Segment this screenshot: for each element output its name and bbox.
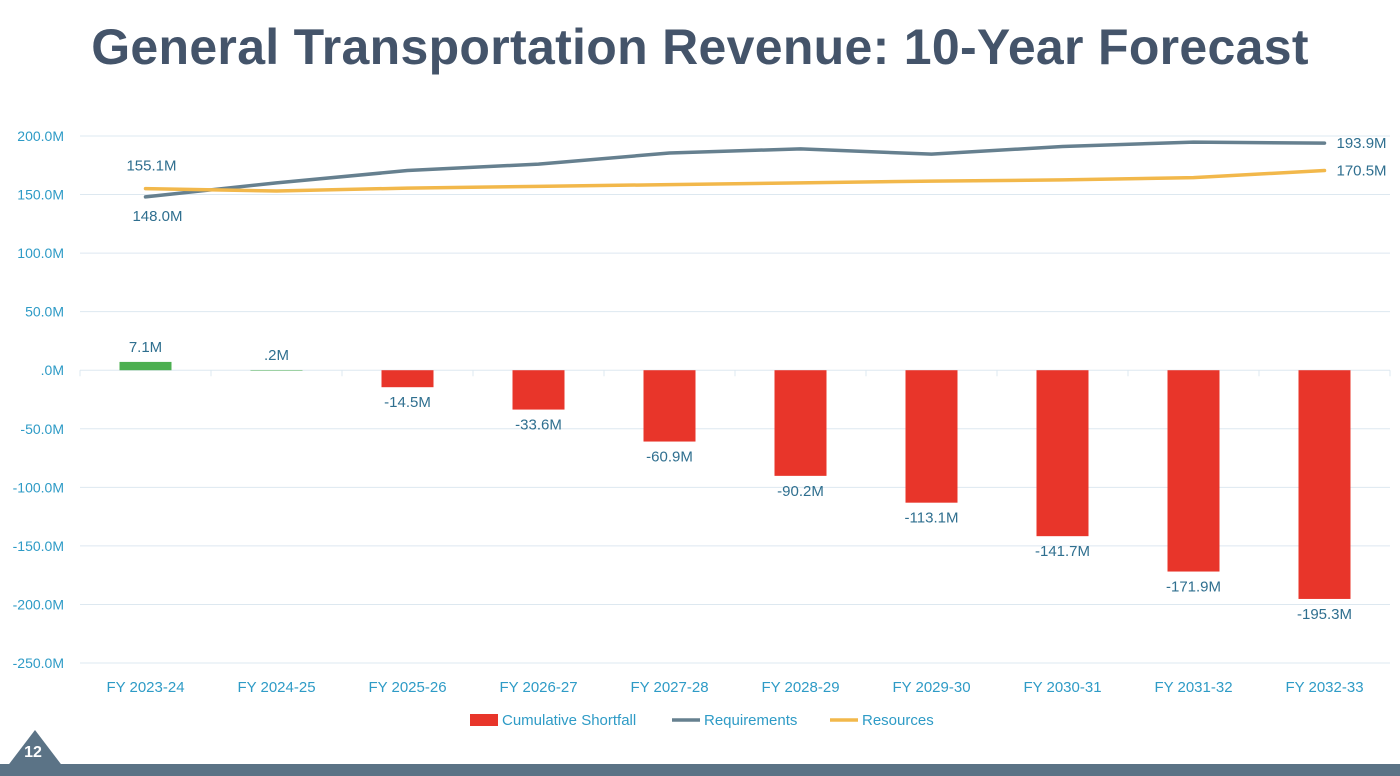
- requirements-line: [143, 140, 1327, 199]
- y-tick-label: -150.0M: [13, 538, 64, 554]
- legend-label: Resources: [862, 712, 934, 729]
- shortfall-bar: [774, 370, 827, 476]
- shortfall-bar: [250, 369, 303, 371]
- y-tick-label: 150.0M: [17, 187, 64, 203]
- y-tick-label: -250.0M: [13, 655, 64, 671]
- y-tick-label: 50.0M: [25, 304, 64, 320]
- bar-data-label: .2M: [264, 347, 289, 364]
- bar-data-label: -60.9M: [646, 449, 693, 466]
- shortfall-bars: [119, 361, 1351, 599]
- x-tick-label: FY 2026-27: [499, 679, 577, 696]
- x-tick-label: FY 2031-32: [1154, 679, 1232, 696]
- y-axis: 200.0M 150.0M 100.0M 50.0M .0M -50.0M -100.0M -…: [13, 128, 64, 671]
- y-tick-label: -100.0M: [13, 479, 64, 495]
- y-tick-label: 100.0M: [17, 245, 64, 261]
- resources-line: [143, 168, 1327, 193]
- line-series: [143, 140, 1327, 199]
- shortfall-bar: [643, 370, 696, 442]
- bar-data-label: -33.6M: [515, 417, 562, 434]
- bar-data-label: -171.9M: [1166, 579, 1221, 596]
- legend-label: Requirements: [704, 712, 797, 729]
- page-number: 12: [24, 744, 42, 761]
- bar-data-label: -113.1M: [905, 510, 959, 527]
- y-tick-label: -50.0M: [20, 421, 64, 437]
- legend-label: Cumulative Shortfall: [502, 712, 636, 729]
- x-tick-label: FY 2023-24: [106, 679, 184, 696]
- x-tick-label: FY 2024-25: [237, 679, 315, 696]
- x-axis: FY 2023-24 FY 2024-25 FY 2025-26 FY 2026-27…: [106, 679, 1363, 696]
- y-tick-label: -200.0M: [13, 596, 64, 612]
- bar-data-label: 7.1M: [129, 339, 162, 356]
- legend-swatch: [470, 714, 498, 726]
- shortfall-bar: [1036, 370, 1089, 537]
- shortfall-bar: [1167, 370, 1220, 572]
- x-tick-label: FY 2025-26: [368, 679, 446, 696]
- shortfall-bar: [1298, 370, 1351, 599]
- x-tick-label: FY 2030-31: [1023, 679, 1101, 696]
- shortfall-bar: [905, 370, 958, 503]
- page-title: General Transportation Revenue: 10-Year …: [91, 19, 1309, 75]
- data-labels: 7.1M .2M -14.5M -33.6M -60.9M -90.2M -113.1M -1…: [126, 135, 1386, 623]
- bar-data-label: -195.3M: [1297, 606, 1352, 623]
- requirements-data-label: 193.9M: [1337, 135, 1387, 152]
- resources-data-label: 170.5M: [1337, 163, 1387, 180]
- requirements-data-label: 148.0M: [132, 208, 182, 225]
- bar-data-label: -90.2M: [777, 483, 824, 500]
- x-tick-label: FY 2029-30: [892, 679, 970, 696]
- resources-data-label: 155.1M: [126, 158, 176, 175]
- x-tick-label: FY 2028-29: [761, 679, 839, 696]
- legend: Cumulative Shortfall Requirements Resource…: [470, 712, 934, 729]
- shortfall-bar: [381, 370, 434, 388]
- bar-data-label: -14.5M: [384, 394, 431, 411]
- x-tick-label: FY 2027-28: [630, 679, 708, 696]
- y-tick-label: .0M: [41, 362, 64, 378]
- y-tick-label: 200.0M: [17, 128, 64, 144]
- x-tick-label: FY 2032-33: [1285, 679, 1363, 696]
- bar-data-label: -141.7M: [1035, 543, 1090, 560]
- footer-bar: [0, 764, 1400, 776]
- shortfall-bar: [512, 370, 565, 410]
- shortfall-bar: [119, 361, 172, 371]
